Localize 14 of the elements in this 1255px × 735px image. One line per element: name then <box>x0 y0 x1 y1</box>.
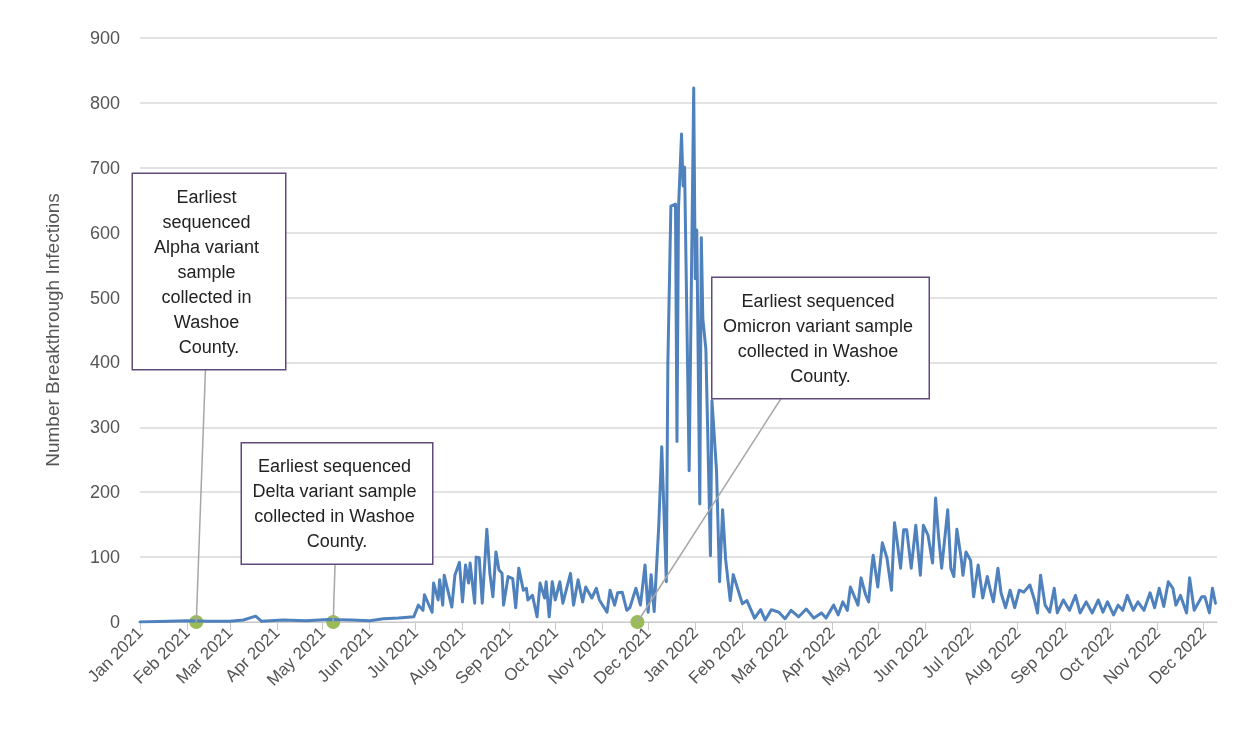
y-tick-label: 400 <box>89 352 120 373</box>
y-tick-label: 500 <box>89 287 120 308</box>
y-tick-label: 700 <box>89 157 120 178</box>
annotation: Earliest sequenced Omicron variant sample collected in Washoe County. <box>722 290 919 386</box>
annotation: Earliest sequenced Alpha variant sample collected in Washoe County. <box>153 186 265 357</box>
annotation: Earliest sequenced Delta variant sample collected in Washoe County. <box>252 456 422 551</box>
y-tick-label: 900 <box>89 28 120 48</box>
y-tick-label: 100 <box>89 547 120 568</box>
y-tick-label: 200 <box>89 482 120 503</box>
y-tick-label: 300 <box>89 417 120 438</box>
y-axis-title: Number Breakthrough Infections <box>42 193 63 467</box>
y-tick-label: 800 <box>89 92 120 113</box>
y-tick-label: 600 <box>89 222 120 243</box>
y-tick-label: 0 <box>109 612 120 632</box>
